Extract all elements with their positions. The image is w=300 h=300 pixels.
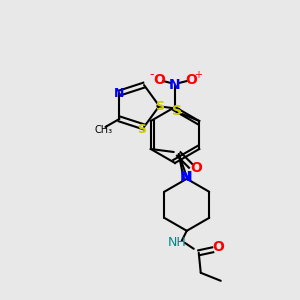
- Text: -: -: [150, 68, 154, 82]
- Text: O: O: [190, 161, 202, 175]
- Text: N: N: [169, 78, 181, 92]
- Text: CH₃: CH₃: [94, 125, 112, 135]
- Text: S: S: [137, 123, 146, 136]
- Text: S: S: [172, 104, 182, 118]
- Text: N: N: [181, 170, 193, 184]
- Text: NH: NH: [167, 236, 186, 249]
- Text: O: O: [153, 73, 165, 87]
- Text: N: N: [114, 87, 124, 100]
- Text: S: S: [155, 100, 164, 112]
- Text: N: N: [180, 170, 192, 184]
- Text: O: O: [185, 73, 197, 87]
- Text: O: O: [212, 240, 224, 254]
- Text: +: +: [194, 70, 202, 80]
